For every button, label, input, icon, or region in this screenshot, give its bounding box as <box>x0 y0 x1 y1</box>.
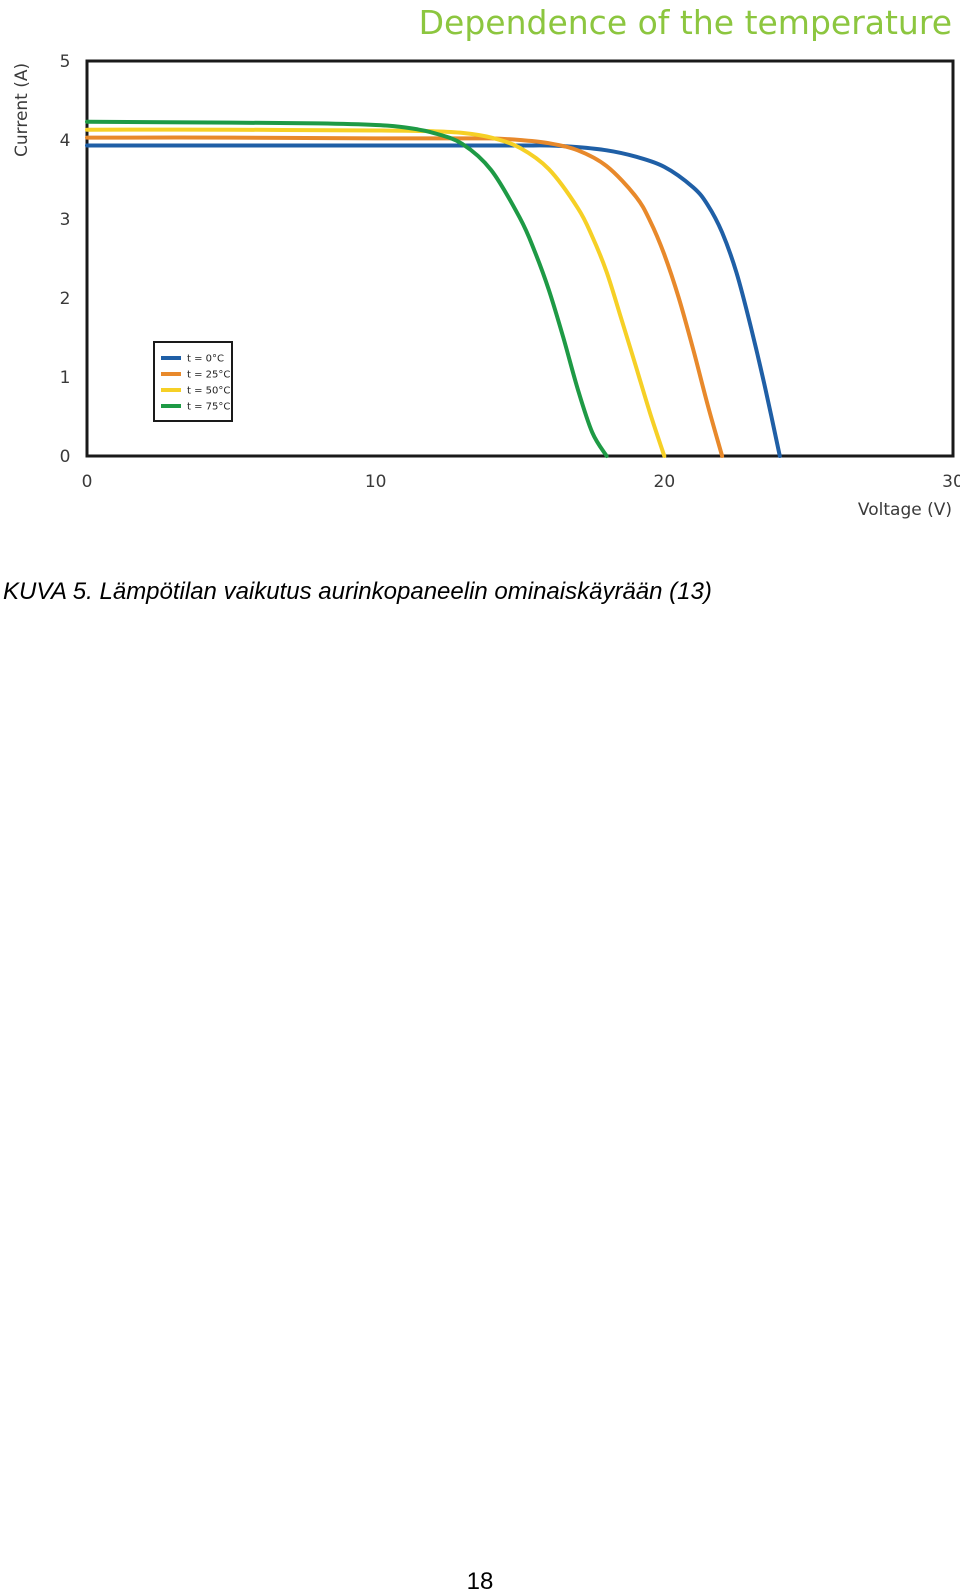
y-tick-label-2: 2 <box>60 289 71 309</box>
x-tick-label-1: 10 <box>365 472 387 492</box>
legend-label-1: t = 25°C <box>187 370 230 381</box>
series-line-0 <box>85 143 782 458</box>
y-tick-label-1: 1 <box>60 368 71 388</box>
figure-caption: KUVA 5. Lämpötilan vaikutus aurinkopanee… <box>3 578 712 605</box>
y-tick-label-4: 4 <box>60 131 71 151</box>
legend-label-0: t = 0°C <box>187 354 224 365</box>
x-tick-labels: 0 10 20 30 <box>82 472 960 492</box>
y-tick-label-3: 3 <box>60 210 71 230</box>
plot-area-frame <box>85 59 955 458</box>
page-number: 18 <box>466 1568 494 1595</box>
series-line-1 <box>85 135 725 458</box>
y-tick-label-0: 0 <box>60 447 71 467</box>
series-line-3 <box>85 119 609 458</box>
chart-title: Dependence of the temperature <box>419 3 952 42</box>
legend: t = 0°C t = 25°C t = 50°C t = 75°C <box>153 341 233 422</box>
chart-figure: Dependence of the temperature Current (A… <box>0 0 960 530</box>
legend-label-3: t = 75°C <box>187 402 230 413</box>
chart-svg: Dependence of the temperature Current (A… <box>12 3 960 520</box>
x-tick-label-3: 30 <box>942 472 960 492</box>
y-axis-label: Current (A) <box>12 63 32 157</box>
y-tick-labels: 0 1 2 3 4 5 <box>60 52 71 467</box>
legend-label-2: t = 50°C <box>187 386 230 397</box>
x-tick-label-2: 20 <box>654 472 676 492</box>
x-axis-label: Voltage (V) <box>858 500 952 520</box>
series-line-2 <box>85 127 667 458</box>
y-tick-label-5: 5 <box>60 52 71 72</box>
series-lines <box>85 119 782 458</box>
x-tick-label-0: 0 <box>82 472 93 492</box>
